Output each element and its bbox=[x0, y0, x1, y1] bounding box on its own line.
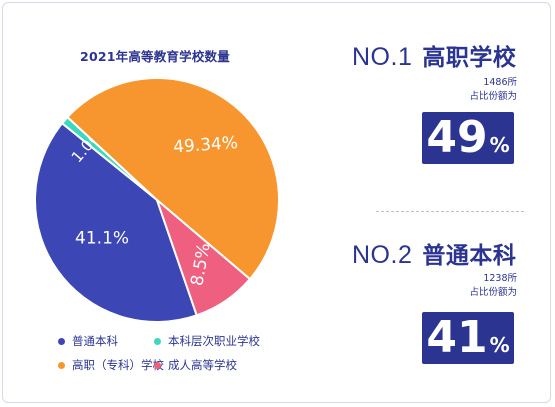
rank-2-percent: 41 bbox=[426, 312, 488, 363]
rank-2-count: 1238所 bbox=[483, 273, 517, 284]
rank-1-count: 1486所 bbox=[483, 77, 517, 88]
legend-label: 普通本科 bbox=[72, 334, 118, 348]
legend-swatch bbox=[154, 337, 161, 345]
rank-1-percent: 49 bbox=[426, 112, 488, 163]
rank-1-heading: NO.1 高职学校 bbox=[352, 38, 516, 72]
rank-1-share-label: 占比份额为 bbox=[469, 91, 517, 102]
section-divider bbox=[376, 211, 524, 212]
pie-slice-3 bbox=[154, 196, 252, 317]
rank-2-heading: NO.2 普通本科 bbox=[352, 236, 516, 270]
pie-label-2: 49.34% bbox=[173, 133, 239, 157]
rank-1-name: 高职学校 bbox=[422, 45, 517, 71]
rank-1-percent-box: 49% bbox=[422, 112, 514, 164]
legend-item-adult-college: 成人高等学校 bbox=[154, 357, 294, 373]
rank-1-note: 1486所 占比份额为 bbox=[469, 76, 517, 104]
chart-title: 2021年高等教育学校数量 bbox=[80, 49, 230, 64]
rank-2-share-label: 占比份额为 bbox=[469, 287, 517, 298]
legend-swatch bbox=[58, 337, 65, 345]
rank-2-percent-box: 41% bbox=[422, 312, 514, 364]
rank-2-number: NO.2 bbox=[352, 241, 413, 269]
legend-label: 高职（专科）学校 bbox=[72, 358, 164, 372]
legend-item-vocational-college: 高职（专科）学校 bbox=[58, 357, 164, 373]
pie-slice-2 bbox=[66, 77, 280, 281]
pie-slice-0 bbox=[34, 121, 198, 323]
rank-1-number: NO.1 bbox=[352, 43, 413, 71]
legend-item-undergraduate: 普通本科 bbox=[58, 333, 154, 349]
legend-swatch bbox=[154, 361, 161, 369]
rank-2-percent-sign: % bbox=[489, 333, 510, 357]
chart-legend: 普通本科 本科层次职业学校 高职（专科）学校 成人高等学校 bbox=[58, 333, 298, 373]
legend-item-vocational-undergraduate: 本科层次职业学校 bbox=[154, 333, 294, 349]
rank-2-name: 普通本科 bbox=[422, 243, 517, 269]
rank-1-percent-sign: % bbox=[489, 133, 510, 157]
pie-label-0: 41.1% bbox=[75, 229, 129, 249]
rank-2-note: 1238所 占比份额为 bbox=[469, 272, 517, 300]
legend-swatch bbox=[58, 361, 65, 369]
legend-label: 本科层次职业学校 bbox=[168, 334, 260, 348]
card-frame bbox=[2, 2, 551, 403]
legend-label: 成人高等学校 bbox=[168, 358, 237, 372]
